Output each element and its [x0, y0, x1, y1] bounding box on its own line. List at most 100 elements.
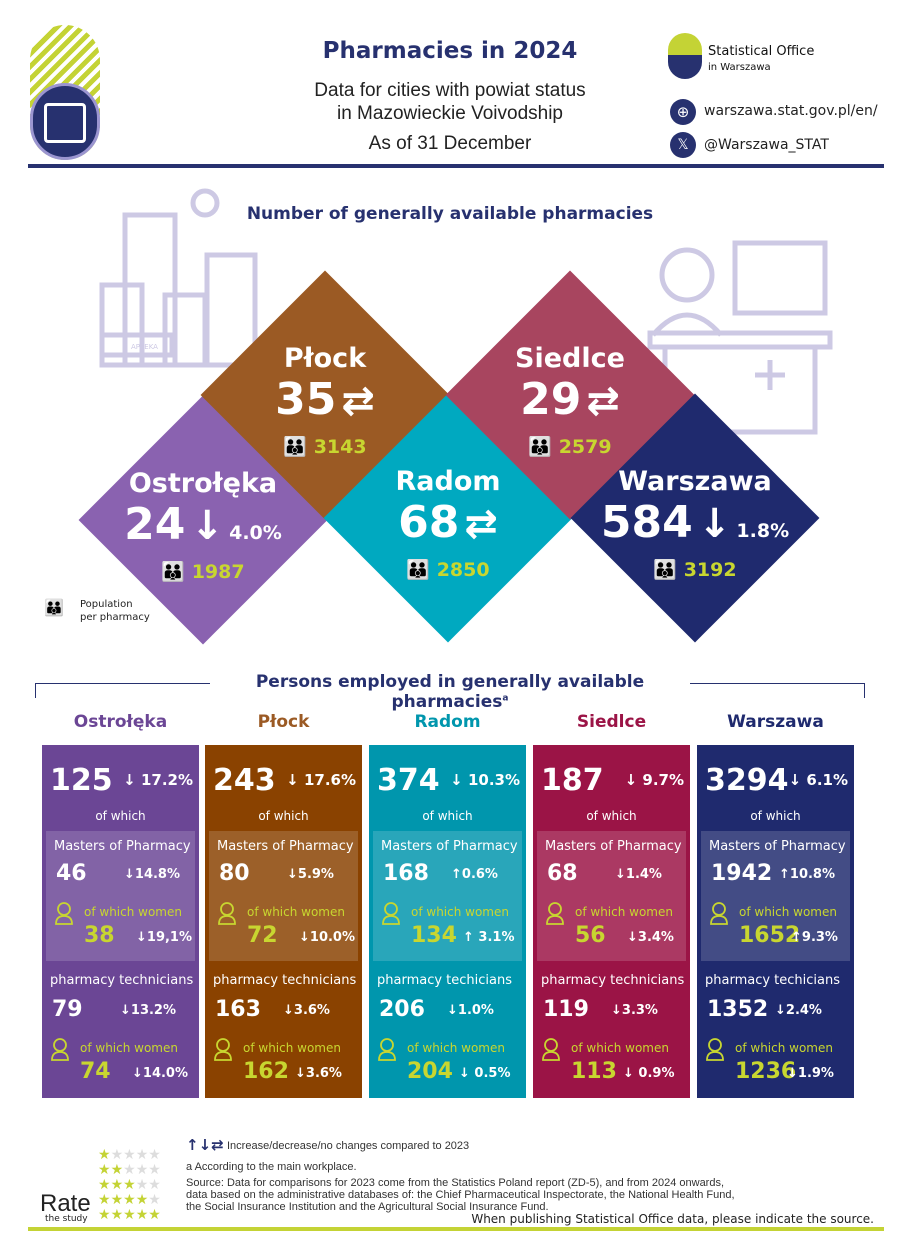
- of-which-label: of which: [422, 809, 473, 823]
- technicians-women-count: 74: [80, 1059, 111, 1084]
- star-icon[interactable]: ★: [110, 1177, 124, 1193]
- twitter-link[interactable]: @Warszawa_STAT: [704, 137, 829, 153]
- city-name: Płock: [257, 712, 310, 732]
- star-icon[interactable]: ★: [123, 1177, 136, 1193]
- city-stats: Płock 35 ⇄ 👪 3143: [205, 343, 445, 458]
- star-icon[interactable]: ★: [135, 1177, 149, 1193]
- pharmacy-count: 35: [275, 374, 337, 425]
- star-icon[interactable]: ★: [98, 1192, 111, 1208]
- star-icon[interactable]: ★: [110, 1207, 124, 1223]
- technicians-change: ↓2.4%: [775, 1003, 822, 1018]
- technicians-women-change: ↓14.0%: [132, 1066, 188, 1081]
- pharmacy-count: 24: [124, 499, 186, 550]
- women-label: of which women: [575, 905, 673, 919]
- star-icon[interactable]: ★: [135, 1162, 149, 1178]
- total-employed: 187: [541, 763, 604, 798]
- masters-women-count: 134: [411, 923, 457, 948]
- city-name: Radom: [395, 466, 501, 497]
- city-stats: Warszawa 584 ↓ 1.8% 👪 3192: [575, 466, 815, 581]
- city-name: Warszawa: [618, 466, 772, 497]
- women-label: of which women: [80, 1041, 178, 1055]
- employment-card: 243 ↓ 17.6% of which Masters of Pharmacy 80…: [205, 745, 362, 1098]
- masters-women-count: 38: [84, 923, 115, 948]
- masters-label: Masters of Pharmacy: [381, 839, 518, 854]
- technicians-label: pharmacy technicians: [541, 973, 685, 988]
- population-per-pharmacy: 3143: [313, 436, 367, 458]
- masters-women-count: 72: [247, 923, 278, 948]
- org-city: in Warszawa: [708, 62, 771, 73]
- star-icon[interactable]: ★: [98, 1177, 111, 1193]
- star-icon[interactable]: ★: [148, 1162, 161, 1178]
- star-icon[interactable]: ★: [148, 1207, 161, 1223]
- total-employed: 125: [50, 763, 113, 798]
- city-name: Ostrołęka: [73, 712, 168, 732]
- footnote-a: a According to the main workplace.: [186, 1161, 357, 1173]
- website-link[interactable]: warszawa.stat.gov.pl/en/: [704, 103, 878, 119]
- women-label: of which women: [407, 1041, 505, 1055]
- star-icon[interactable]: ★: [123, 1147, 136, 1163]
- org-name: Statistical Office: [708, 44, 815, 59]
- employment-card: 3294 ↓ 6.1% of which Masters of Pharmacy 19…: [697, 745, 854, 1098]
- star-icon[interactable]: ★: [135, 1207, 149, 1223]
- technicians-women-count: 162: [243, 1059, 289, 1084]
- star-icon[interactable]: ★: [148, 1177, 161, 1193]
- statistical-office-logo: [668, 33, 702, 79]
- total-employed: 374: [377, 763, 440, 798]
- star-icon[interactable]: ★: [135, 1192, 149, 1208]
- population-per-pharmacy: 1987: [191, 561, 245, 583]
- date-note: As of 31 December: [368, 133, 532, 154]
- total-employed: 243: [213, 763, 276, 798]
- masters-change: ↑10.8%: [779, 867, 835, 882]
- women-label: of which women: [84, 905, 182, 919]
- city-buildings-illustration: APTEKA: [99, 188, 258, 368]
- masters-count: 46: [56, 861, 87, 886]
- masters-count: 68: [547, 861, 578, 886]
- total-change: ↓ 17.2%: [123, 771, 193, 789]
- star-icon[interactable]: ★: [148, 1192, 161, 1208]
- rate-sublabel: the study: [45, 1214, 88, 1224]
- star-icon[interactable]: ★: [110, 1192, 124, 1208]
- technicians-label: pharmacy technicians: [213, 973, 357, 988]
- woman-icon: [55, 902, 73, 925]
- arrow-down-icon: ↓: [190, 503, 225, 549]
- globe-icon: ⊕: [670, 99, 696, 125]
- of-which-label: of which: [258, 809, 309, 823]
- star-icon[interactable]: ★: [135, 1147, 149, 1163]
- subtitle: Data for cities with powiat status: [314, 80, 586, 101]
- change-arrows-icon: ↑↓⇄: [186, 1136, 224, 1154]
- masters-label: Masters of Pharmacy: [545, 839, 682, 854]
- of-which-label: of which: [95, 809, 146, 823]
- masters-women-count: 56: [575, 923, 606, 948]
- woman-icon: [710, 902, 728, 925]
- masters-women-change: ↑ 3.1%: [463, 930, 515, 945]
- star-icon[interactable]: ★: [98, 1162, 111, 1178]
- population-per-pharmacy: 2850: [436, 559, 490, 581]
- section-title: Persons employed in generally available …: [210, 672, 690, 712]
- star-icon[interactable]: ★: [98, 1147, 111, 1163]
- woman-icon: [214, 1038, 232, 1061]
- star-icon[interactable]: ★: [148, 1147, 161, 1163]
- city-stats: Ostrołęka 24 ↓ 4.0% 👪 1987: [83, 468, 323, 583]
- star-icon[interactable]: ★: [123, 1207, 136, 1223]
- technicians-label: pharmacy techicians: [705, 973, 841, 988]
- women-label: of which women: [739, 905, 837, 919]
- masters-count: 168: [383, 861, 429, 886]
- star-icon[interactable]: ★: [98, 1207, 111, 1223]
- rate-label[interactable]: Rate: [40, 1190, 91, 1217]
- technicians-change: ↓13.2%: [120, 1003, 176, 1018]
- city-name: Siedlce: [576, 712, 647, 732]
- star-icon[interactable]: ★: [110, 1147, 124, 1163]
- population-icon: 👪: [44, 598, 64, 617]
- technicians-change: ↓1.0%: [447, 1003, 494, 1018]
- star-icon[interactable]: ★: [110, 1162, 124, 1178]
- rating-stars[interactable]: ★★★★★ ★★★★★ ★★★★★ ★★★★★ ★★★★★: [98, 1148, 161, 1223]
- woman-icon: [542, 1038, 560, 1061]
- pharmacy-sign: APTEKA: [131, 343, 158, 351]
- masters-change: ↓5.9%: [287, 867, 334, 882]
- no-change-icon: ⇄: [341, 378, 375, 424]
- employment-card: 374 ↓ 10.3% of which Masters of Pharmacy 16…: [369, 745, 526, 1098]
- star-icon[interactable]: ★: [123, 1162, 136, 1178]
- star-icon[interactable]: ★: [123, 1192, 136, 1208]
- masters-label: Masters of Pharmacy: [54, 839, 191, 854]
- woman-icon: [378, 1038, 396, 1061]
